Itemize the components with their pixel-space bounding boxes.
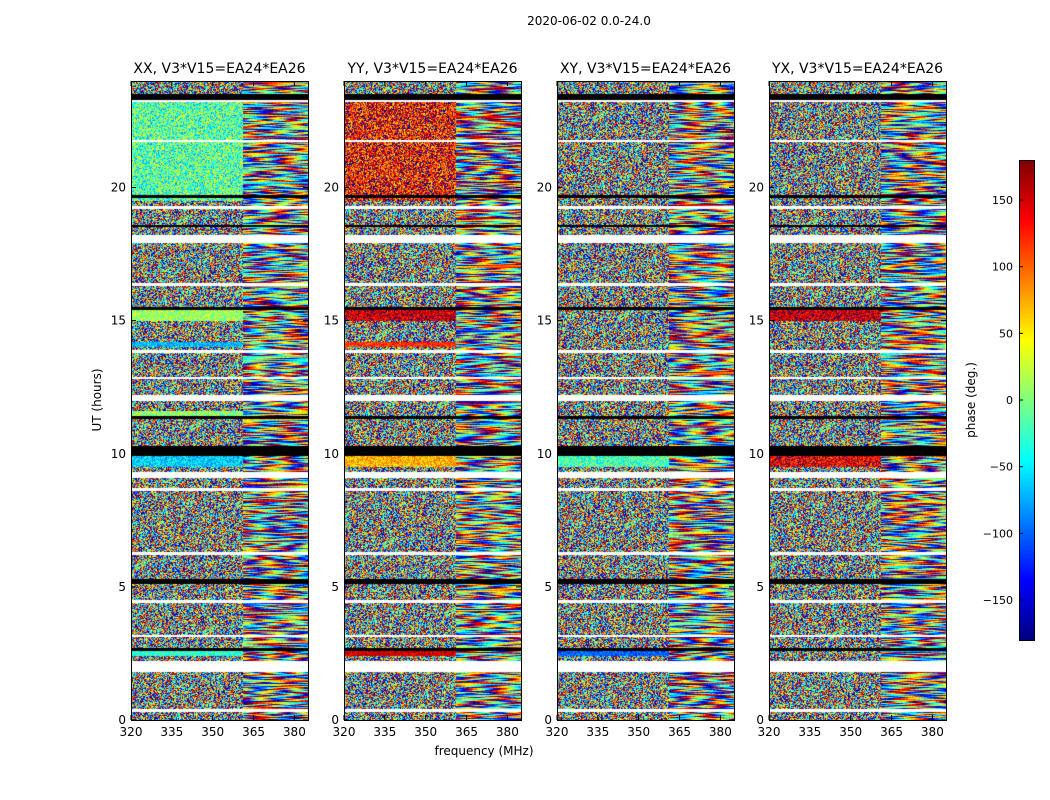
y-tick-label: 10: [537, 447, 552, 461]
y-tick-label: 20: [749, 181, 764, 195]
x-tick-label: 320: [546, 725, 569, 739]
colorbar-tick-label: 50: [999, 327, 1013, 340]
panel-xx-xticks: 320 335 350 365 380: [120, 81, 306, 739]
colorbar-tick-label: 0: [1006, 394, 1013, 407]
y-tick-label: 5: [756, 580, 764, 594]
colorbar-tick-label: −150: [983, 594, 1013, 607]
panel-yx-heatmap: [769, 81, 946, 720]
colorbar: −150 −100 −50 0 50 100 150 phase (deg.): [964, 160, 1035, 641]
y-tick-label: 0: [118, 713, 126, 727]
x-tick-label: 365: [455, 725, 478, 739]
colorbar-label: phase (deg.): [964, 362, 978, 438]
figure-suptitle: 2020-06-02 0.0-24.0: [527, 14, 651, 28]
x-tick-label: 320: [120, 725, 143, 739]
y-tick-label: 10: [749, 447, 764, 461]
x-tick-label: 320: [758, 725, 781, 739]
panel-xx-frame: [131, 81, 309, 721]
y-tick-label: 0: [756, 713, 764, 727]
panel-yy-heatmap: [344, 81, 521, 720]
colorbar-tick-label: 150: [992, 194, 1013, 207]
y-tick-label: 20: [537, 181, 552, 195]
x-tick-label: 320: [333, 725, 356, 739]
panel-xx: XX, V3*V15=EA24*EA26 320 335 350 365 380 0 5 1…: [111, 61, 309, 739]
x-tick-label: 350: [414, 725, 437, 739]
y-tick-label: 10: [111, 447, 126, 461]
colorbar-tick-label: −100: [983, 527, 1013, 540]
panel-yy-xticks: 320 335 350 365 380: [333, 81, 519, 739]
panel-yx-frame: [769, 81, 947, 721]
colorbar-tick-label: −50: [990, 461, 1013, 474]
x-tick-label: 380: [283, 725, 306, 739]
x-tick-label: 350: [839, 725, 862, 739]
panel-yx-title: YX, V3*V15=EA24*EA26: [771, 61, 943, 77]
panel-xy-heatmap: [557, 81, 734, 720]
x-tick-label: 380: [709, 725, 732, 739]
x-tick-label: 380: [496, 725, 519, 739]
y-tick-label: 15: [111, 314, 126, 328]
y-tick-label: 10: [324, 447, 339, 461]
y-tick-label: 0: [544, 713, 552, 727]
x-tick-label: 335: [373, 725, 396, 739]
y-tick-label: 20: [324, 181, 339, 195]
panel-xy-title: XY, V3*V15=EA24*EA26: [560, 61, 731, 77]
x-axis-label: frequency (MHz): [434, 744, 533, 758]
x-tick-label: 365: [668, 725, 691, 739]
panel-xy-xticks: 320 335 350 365 380: [546, 81, 732, 739]
panel-yy-frame: [344, 81, 522, 721]
panel-xy-frame: [557, 81, 735, 721]
panel-yy-title: YY, V3*V15=EA24*EA26: [346, 61, 517, 77]
panel-yx-xticks: 320 335 350 365 380: [758, 81, 944, 739]
y-tick-label: 15: [324, 314, 339, 328]
x-tick-label: 335: [586, 725, 609, 739]
x-tick-label: 380: [921, 725, 944, 739]
panel-yx: YX, V3*V15=EA24*EA26 320 335 350 365 380 0 5 1…: [749, 61, 947, 739]
y-tick-label: 5: [544, 580, 552, 594]
y-tick-label: 5: [331, 580, 339, 594]
colorbar-ticks: −150 −100 −50 0 50 100 150: [983, 194, 1023, 607]
colorbar-tick-label: 100: [992, 261, 1013, 274]
y-axis-label: UT (hours): [90, 368, 104, 431]
y-tick-label: 20: [111, 181, 126, 195]
panel-xx-title: XX, V3*V15=EA24*EA26: [133, 61, 305, 77]
x-tick-label: 365: [880, 725, 903, 739]
y-tick-label: 15: [537, 314, 552, 328]
panel-yy-yticks: 0 5 10 15 20: [324, 181, 521, 727]
panel-xy-yticks: 0 5 10 15 20: [537, 181, 734, 727]
x-tick-label: 365: [242, 725, 265, 739]
panel-xx-heatmap: [131, 81, 308, 720]
y-tick-label: 15: [749, 314, 764, 328]
y-tick-label: 0: [331, 713, 339, 727]
panel-yx-yticks: 0 5 10 15 20: [749, 181, 946, 727]
x-tick-label: 335: [798, 725, 821, 739]
x-tick-label: 335: [160, 725, 183, 739]
y-tick-label: 5: [118, 580, 126, 594]
panel-xx-yticks: 0 5 10 15 20: [111, 181, 308, 727]
panel-yy: YY, V3*V15=EA24*EA26 320 335 350 365 380 0 5 1…: [324, 61, 522, 739]
x-tick-label: 350: [201, 725, 224, 739]
panel-xy: XY, V3*V15=EA24*EA26 320 335 350 365 380 0 5 1…: [537, 61, 735, 739]
x-tick-label: 350: [627, 725, 650, 739]
